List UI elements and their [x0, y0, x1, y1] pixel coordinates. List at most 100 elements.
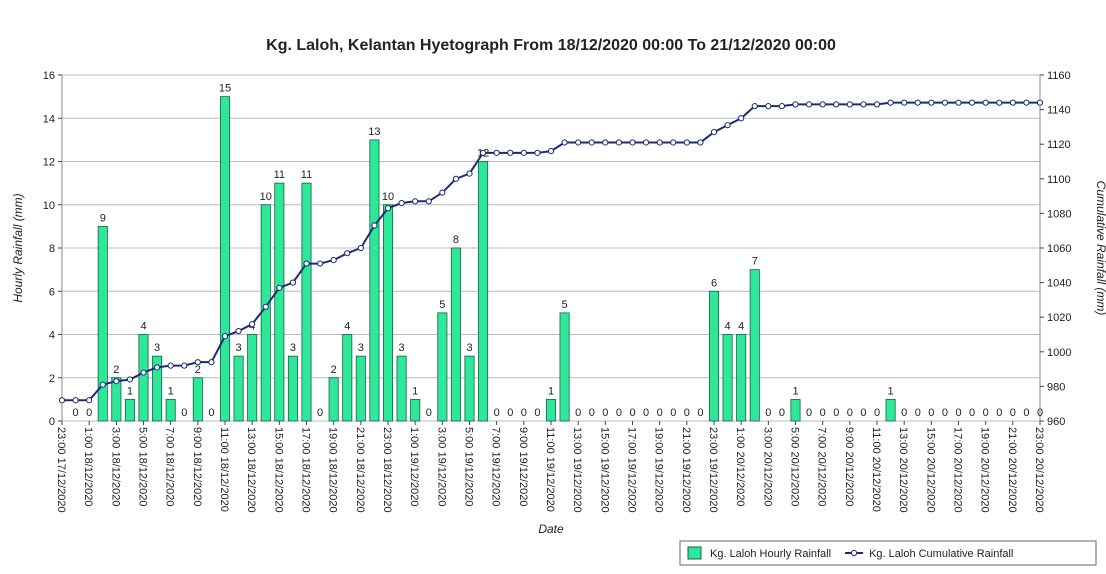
bar — [382, 204, 394, 422]
line-marker — [710, 128, 718, 136]
line-marker — [167, 362, 174, 369]
line-marker — [153, 364, 161, 371]
line-marker — [357, 244, 364, 252]
line-marker — [751, 103, 758, 110]
line-marker — [955, 99, 962, 106]
bar — [165, 398, 176, 422]
x-tick-label: 3:00 18/12/2020 — [109, 427, 121, 507]
legend-marker — [850, 549, 858, 557]
line-marker — [221, 333, 229, 340]
bar-value-label: 3 — [466, 342, 472, 354]
line-marker — [724, 122, 731, 129]
bar-value-label: 3 — [358, 342, 364, 354]
line-marker — [778, 103, 786, 110]
bar-value-label: 0 — [629, 407, 635, 419]
bar-value-label: 0 — [942, 407, 948, 419]
bar — [124, 398, 135, 422]
bar — [464, 355, 475, 422]
x-tick-label: 9:00 18/12/2020 — [191, 427, 203, 507]
line-marker — [493, 149, 500, 156]
x-tick-label: 17:00 20/12/2020 — [952, 427, 964, 513]
x-tick-label: 7:00 18/12/2020 — [164, 427, 176, 507]
bar-value-label: 4 — [140, 321, 146, 333]
bar-value-label: 0 — [779, 407, 785, 419]
bar-value-label: 0 — [955, 407, 961, 419]
bar — [396, 355, 407, 422]
line-marker — [887, 99, 894, 106]
x-tick-label: 23:00 20/12/2020 — [1033, 427, 1045, 513]
line-marker — [289, 279, 297, 286]
bar-value-label: 0 — [317, 407, 323, 419]
bar-value-label: 0 — [521, 407, 527, 419]
bar-value-label: 0 — [901, 407, 907, 419]
y2-tick-label: 1120 — [1047, 139, 1071, 151]
line-marker — [412, 198, 419, 205]
bar-value-label: 4 — [344, 321, 350, 333]
bar-value-label: 0 — [928, 407, 934, 419]
bar-value-label: 0 — [181, 407, 187, 419]
line-marker — [833, 101, 840, 108]
bar-value-label: 7 — [752, 256, 758, 268]
bar-value-label: 0 — [1023, 407, 1029, 419]
x-tick-label: 5:00 20/12/2020 — [789, 427, 801, 507]
bar-value-label: 0 — [589, 407, 595, 419]
line-marker — [656, 139, 663, 146]
line-marker — [452, 175, 460, 182]
line-marker — [276, 284, 283, 291]
bar-value-label: 0 — [697, 407, 703, 419]
x-tick-label: 9:00 20/12/2020 — [843, 427, 855, 507]
bar-value-label: 4 — [725, 321, 731, 333]
line-marker — [805, 101, 813, 108]
bar-value-label: 0 — [657, 407, 663, 419]
y-tick-label: 6 — [49, 286, 55, 298]
bar — [247, 334, 258, 422]
line-marker — [1023, 99, 1030, 106]
line-marker — [86, 397, 93, 404]
line-marker — [316, 260, 324, 267]
bar-value-label: 10 — [382, 191, 394, 203]
bar-value-label: 1 — [168, 385, 174, 397]
y-axis-label: Hourly Rainfall (mm) — [11, 193, 25, 302]
bar-value-label: 11 — [274, 169, 285, 181]
bar-value-label: 0 — [73, 407, 79, 419]
y-tick-label: 12 — [43, 157, 55, 169]
bar — [342, 334, 353, 422]
bar — [545, 398, 557, 422]
bar-value-label: 0 — [820, 407, 826, 419]
bar — [328, 377, 339, 422]
legend-box — [679, 540, 1097, 566]
bar — [111, 377, 122, 422]
y2-tick-label: 1020 — [1047, 312, 1071, 324]
line-marker — [914, 99, 921, 106]
line-marker — [941, 99, 949, 106]
bar — [274, 182, 285, 422]
x-tick-label: 21:00 20/12/2020 — [1006, 427, 1018, 513]
bar — [736, 334, 747, 422]
x-tick-label: 9:00 19/12/2020 — [517, 427, 529, 507]
x-tick-label: 17:00 19/12/2020 — [626, 427, 638, 513]
bar-value-label: 0 — [86, 407, 92, 419]
line-marker — [547, 148, 555, 155]
bar-value-label: 0 — [765, 407, 771, 419]
x-tick-label: 15:00 19/12/2020 — [598, 427, 610, 513]
y-tick-label: 10 — [43, 200, 55, 212]
bar — [301, 182, 312, 422]
y2-tick-label: 1060 — [1047, 243, 1071, 255]
x-tick-label: 19:00 20/12/2020 — [979, 427, 991, 513]
x-tick-label: 17:00 18/12/2020 — [300, 427, 312, 513]
y-tick-label: 4 — [49, 330, 55, 342]
bar-value-label: 3 — [399, 342, 405, 354]
line-marker — [249, 321, 256, 328]
bar-value-label: 0 — [1037, 407, 1043, 419]
x-tick-label: 13:00 20/12/2020 — [897, 427, 909, 513]
line-marker — [602, 139, 609, 146]
line-marker — [235, 327, 242, 335]
line-marker — [901, 99, 908, 106]
line-marker — [439, 189, 446, 196]
line-marker — [425, 198, 432, 205]
legend-label: Kg. Laloh Hourly Rainfall — [710, 548, 831, 560]
line-marker — [1009, 99, 1016, 106]
bar-value-label: 0 — [643, 407, 649, 419]
line-marker — [642, 139, 650, 146]
bar-value-label: 13 — [368, 126, 380, 138]
